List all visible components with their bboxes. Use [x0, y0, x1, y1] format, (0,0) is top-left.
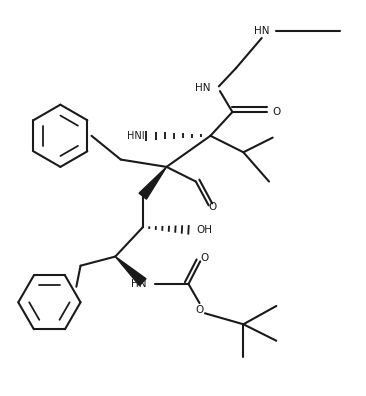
Text: O: O — [201, 253, 209, 263]
Text: O: O — [273, 107, 281, 117]
Text: O: O — [208, 202, 216, 212]
Text: O: O — [195, 305, 203, 315]
Text: HN: HN — [131, 279, 147, 289]
Polygon shape — [139, 167, 167, 199]
Polygon shape — [115, 257, 146, 286]
Text: HNI: HNI — [127, 131, 145, 141]
Text: OH: OH — [197, 225, 213, 235]
Text: HN: HN — [195, 83, 211, 93]
Text: HN: HN — [254, 27, 269, 36]
